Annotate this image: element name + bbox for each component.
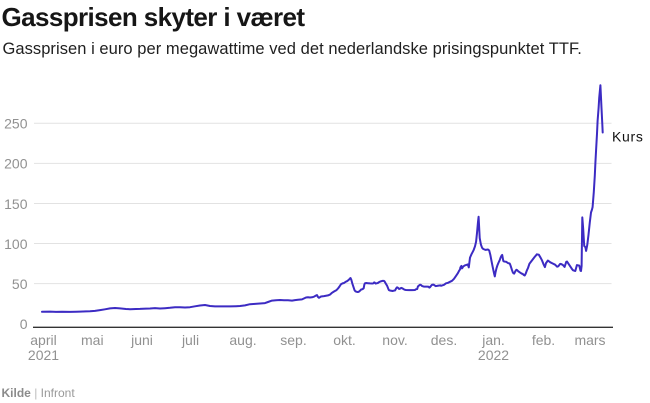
svg-text:2022: 2022 — [478, 347, 509, 363]
svg-text:2021: 2021 — [28, 347, 59, 363]
svg-text:150: 150 — [4, 196, 28, 212]
svg-text:50: 50 — [12, 276, 28, 292]
svg-text:250: 250 — [4, 116, 28, 132]
svg-text:200: 200 — [4, 156, 28, 172]
svg-text:Kurs: Kurs — [612, 129, 644, 145]
svg-text:juni: juni — [130, 332, 153, 348]
svg-text:april: april — [30, 332, 56, 348]
svg-text:feb.: feb. — [532, 332, 555, 348]
svg-text:des.: des. — [431, 332, 457, 348]
svg-text:juli: juli — [181, 332, 199, 348]
svg-text:0: 0 — [20, 316, 28, 332]
svg-text:mai: mai — [81, 332, 104, 348]
svg-text:aug.: aug. — [229, 332, 256, 348]
svg-text:okt.: okt. — [333, 332, 356, 348]
svg-text:100: 100 — [4, 236, 28, 252]
svg-text:nov.: nov. — [382, 332, 407, 348]
svg-text:jan.: jan. — [481, 332, 505, 348]
svg-text:mars: mars — [574, 332, 605, 348]
svg-text:sep.: sep. — [280, 332, 306, 348]
